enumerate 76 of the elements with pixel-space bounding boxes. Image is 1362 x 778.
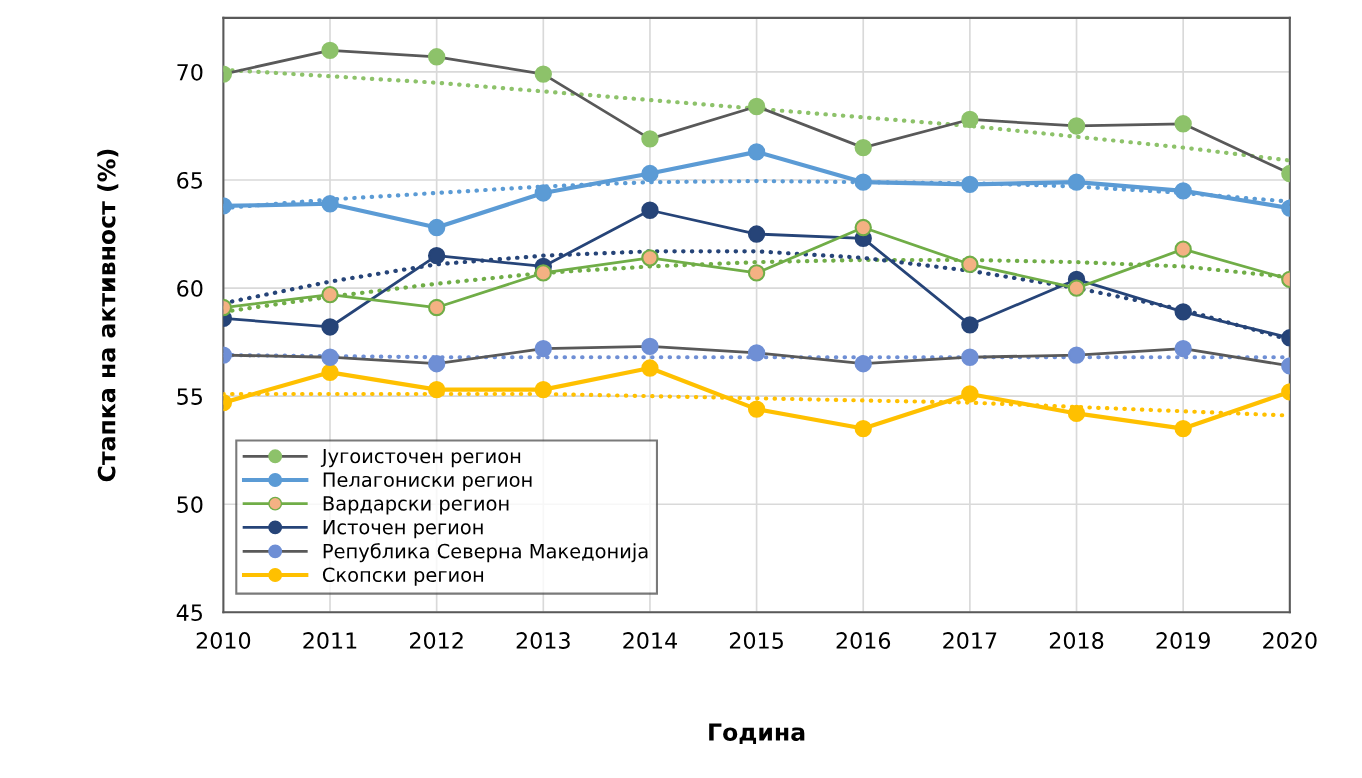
point — [1067, 346, 1086, 364]
x-axis-title: Година — [709, 723, 805, 744]
point — [534, 339, 552, 358]
point — [747, 97, 766, 116]
point — [854, 218, 872, 237]
point — [1067, 404, 1086, 423]
point — [321, 195, 339, 213]
point — [1174, 240, 1192, 258]
x-tick-label: 2013 — [516, 632, 570, 649]
point — [641, 164, 659, 183]
point — [1174, 303, 1192, 321]
point — [427, 355, 446, 373]
point — [747, 225, 766, 243]
x-tick-label: 2012 — [410, 632, 463, 649]
point — [1174, 339, 1192, 358]
legend-label: Источен регион — [323, 519, 483, 539]
point — [854, 419, 872, 438]
point — [534, 380, 552, 399]
point — [641, 201, 659, 219]
point — [747, 400, 766, 418]
point — [1174, 115, 1192, 133]
point — [427, 298, 446, 317]
point — [321, 348, 339, 366]
point — [961, 316, 979, 334]
point — [321, 41, 339, 59]
y-tick-label: 60 — [177, 280, 203, 297]
point — [961, 348, 979, 366]
point — [961, 255, 979, 273]
point — [961, 175, 979, 193]
point — [1174, 182, 1192, 200]
point — [427, 380, 446, 399]
point — [1174, 419, 1192, 438]
point — [1067, 173, 1086, 191]
point — [747, 143, 766, 161]
point — [427, 218, 446, 237]
point — [747, 344, 766, 362]
point — [321, 285, 339, 304]
x-tick-label: 2016 — [836, 632, 891, 649]
point — [427, 246, 446, 265]
y-tick-label: 65 — [177, 171, 202, 189]
x-tick-label: 2011 — [303, 632, 357, 649]
point — [641, 130, 659, 148]
point — [854, 138, 872, 157]
y-tick-label: 45 — [176, 604, 202, 622]
point — [1067, 117, 1086, 135]
point — [534, 184, 552, 202]
x-tick-label: 2019 — [1156, 632, 1210, 649]
point — [854, 355, 872, 373]
legend-label: Југоисточен регион — [320, 448, 521, 468]
point — [321, 363, 339, 382]
y-axis-title: Стапка на активност (%) — [97, 149, 119, 482]
y-tick-label: 55 — [177, 388, 202, 405]
point — [321, 318, 339, 336]
y-tick-label: 70 — [177, 63, 203, 81]
point — [534, 264, 552, 282]
point — [534, 65, 552, 83]
x-tick-label: 2015 — [729, 632, 783, 649]
legend-label: Република Северна Македонија — [323, 543, 648, 563]
point — [961, 385, 979, 403]
x-tick-label: 2010 — [196, 632, 251, 649]
x-tick-label: 2017 — [943, 632, 997, 649]
point — [641, 337, 659, 356]
y-tick-label: 50 — [177, 496, 203, 513]
point — [641, 249, 659, 267]
x-tick-label: 2018 — [1049, 632, 1104, 649]
legend-label: Пелагониски регион — [323, 472, 532, 491]
point — [747, 264, 766, 282]
x-tick-label: 2020 — [1263, 632, 1317, 649]
point — [427, 48, 446, 66]
legend-label: Скопски регион — [322, 567, 484, 586]
point — [1067, 279, 1086, 297]
point — [854, 173, 872, 191]
point — [641, 359, 659, 377]
x-tick-label: 2014 — [623, 632, 677, 649]
legend-label: Вардарски регион — [323, 496, 509, 515]
point — [961, 110, 979, 129]
